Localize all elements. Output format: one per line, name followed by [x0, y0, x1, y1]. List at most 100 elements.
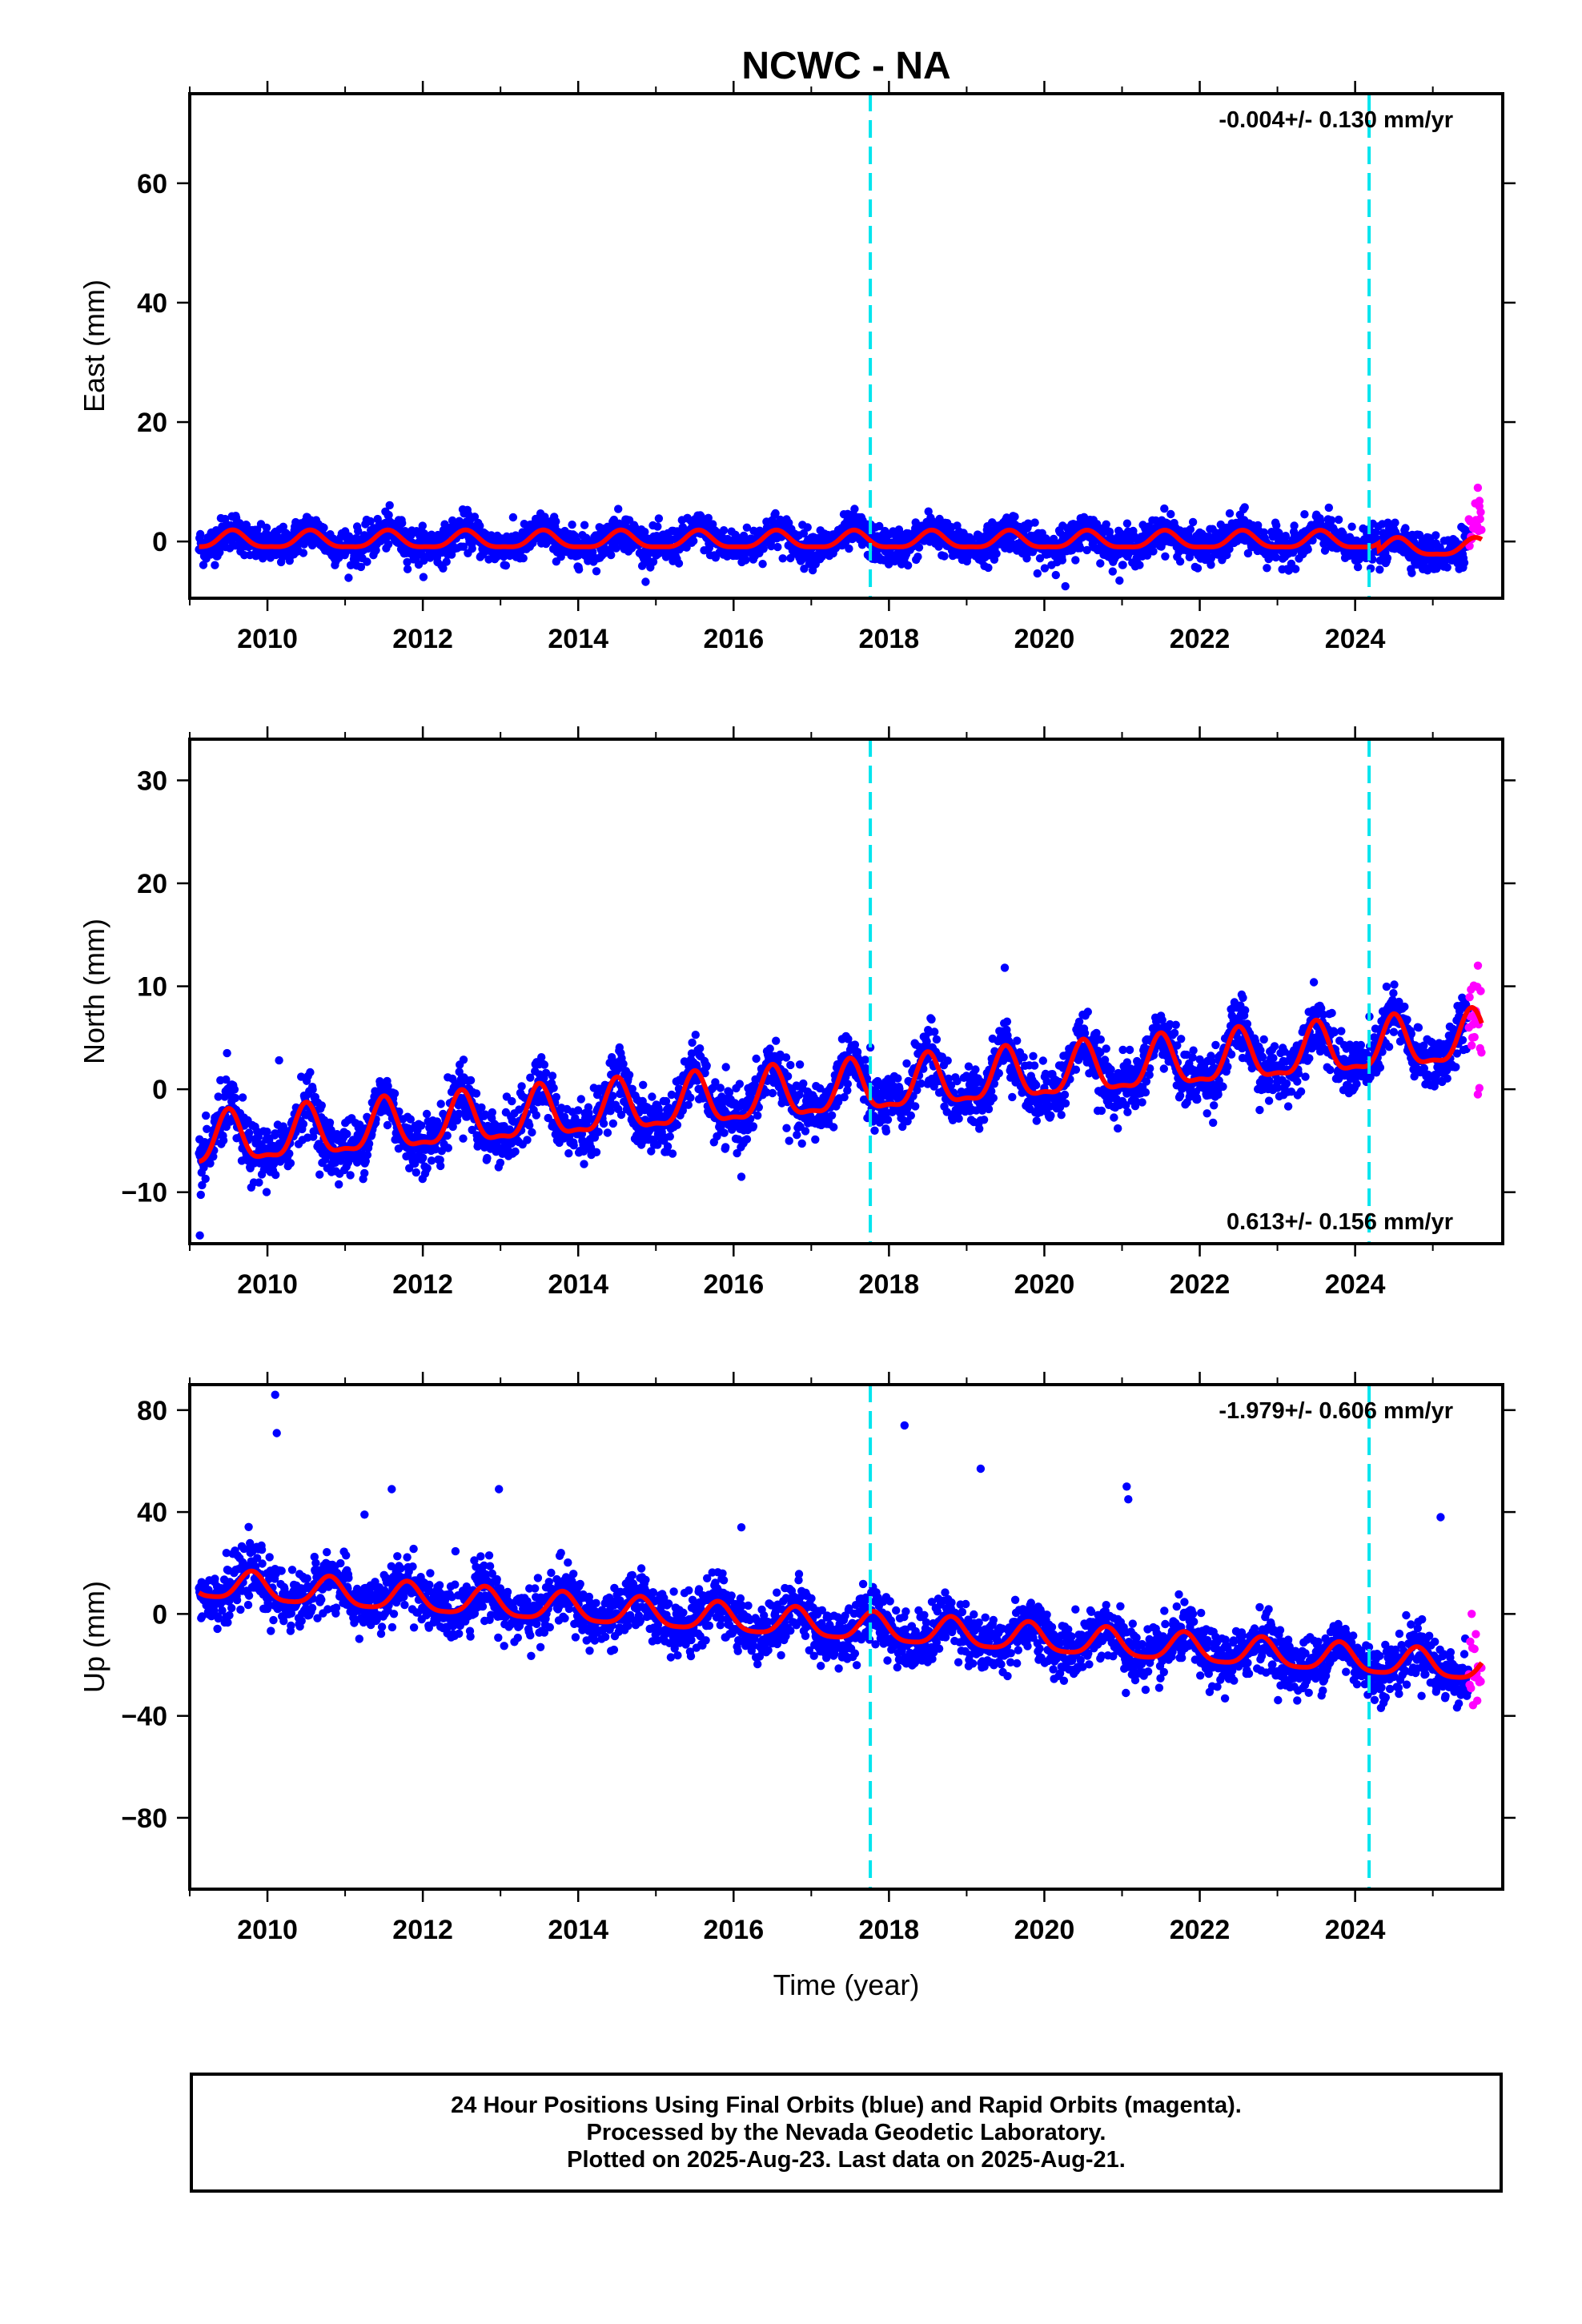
final-orbit-point: [758, 560, 767, 569]
final-orbit-point: [752, 1054, 761, 1063]
final-orbit-point: [684, 1100, 693, 1109]
final-orbit-point: [1284, 566, 1293, 575]
final-orbit-point: [808, 565, 817, 575]
final-orbit-point: [211, 561, 219, 569]
x-tick-label: 2012: [392, 624, 453, 654]
final-orbit-point: [689, 537, 698, 545]
final-orbit-point: [1118, 561, 1127, 569]
final-orbit-point: [1308, 536, 1317, 545]
final-orbit-point: [1035, 554, 1045, 563]
final-orbit-point: [230, 1085, 239, 1094]
final-orbit-point: [719, 526, 729, 535]
final-orbit-point: [653, 522, 662, 531]
final-orbit-point: [1149, 547, 1158, 556]
final-orbit-point: [594, 1128, 603, 1136]
final-orbit-point: [501, 561, 511, 570]
final-orbit-point: [739, 531, 749, 541]
velocity-annotation: -0.004+/- 0.130 mm/yr: [1219, 107, 1453, 133]
final-orbit-point: [641, 577, 650, 586]
model-fit-line: [199, 527, 1484, 557]
final-orbit-point: [231, 1093, 240, 1103]
final-orbit-point: [793, 1131, 801, 1140]
final-orbit-point: [741, 556, 750, 565]
final-orbit-point: [385, 501, 394, 510]
final-orbit-point: [721, 1063, 730, 1072]
final-orbit-point: [198, 1180, 207, 1190]
final-orbit-point: [540, 1060, 549, 1069]
final-orbit-point: [1102, 520, 1110, 529]
final-orbit-point: [442, 557, 451, 566]
final-orbit-point: [663, 1142, 673, 1151]
final-orbit-point: [1207, 561, 1215, 569]
final-orbit-point: [343, 1129, 351, 1139]
final-orbit-point: [1122, 519, 1132, 528]
final-orbit-point: [850, 1040, 860, 1049]
final-orbit-point: [893, 1074, 902, 1083]
final-orbit-point: [691, 1031, 700, 1039]
final-orbit-point: [580, 521, 589, 529]
final-orbit-point: [608, 1119, 617, 1128]
final-orbit-point: [238, 1093, 247, 1102]
x-tick-label: 2010: [237, 624, 298, 654]
final-orbit-point: [459, 1134, 468, 1143]
x-tick-label: 2024: [1325, 624, 1386, 654]
final-orbit-point: [1071, 556, 1080, 565]
final-orbit-point: [975, 1124, 984, 1133]
final-orbit-point: [783, 1072, 793, 1081]
final-orbit-point: [771, 509, 780, 518]
final-orbit-point: [1033, 569, 1042, 578]
plot-frame: [188, 92, 1504, 600]
final-orbit-point: [592, 1148, 601, 1157]
final-orbit-point: [203, 1124, 211, 1134]
final-orbit-point: [1407, 569, 1416, 577]
final-orbit-point: [286, 1159, 295, 1168]
final-orbit-point: [496, 1158, 505, 1168]
final-orbit-point: [924, 507, 933, 516]
final-orbit-point: [552, 517, 560, 526]
final-orbit-point: [383, 1120, 392, 1130]
final-orbit-point: [994, 1069, 1004, 1078]
final-orbit-point: [299, 549, 308, 557]
final-orbit-point: [1096, 559, 1105, 568]
y-tick-label: 40: [137, 288, 167, 319]
final-orbit-point: [785, 1136, 793, 1145]
y-tick-label: 60: [137, 169, 167, 199]
final-orbit-point: [624, 1071, 634, 1080]
final-orbit-point: [768, 1088, 777, 1098]
final-orbit-point: [1460, 558, 1469, 567]
final-orbit-point: [436, 1100, 445, 1108]
final-orbit-point: [1324, 503, 1334, 513]
final-orbit-point: [523, 1136, 532, 1144]
final-orbit-point: [436, 1161, 445, 1171]
final-orbit-point: [772, 1036, 781, 1045]
final-orbit-point: [1327, 516, 1336, 525]
final-orbit-point: [548, 1072, 557, 1080]
final-orbit-point: [674, 559, 684, 568]
final-orbit-point: [1263, 564, 1271, 573]
final-orbit-point: [1401, 524, 1410, 533]
final-orbit-point: [930, 1027, 939, 1036]
final-orbit-point: [989, 1093, 998, 1103]
final-orbit-point: [1175, 557, 1185, 566]
final-orbit-point: [444, 1144, 452, 1152]
final-orbit-point: [306, 1068, 315, 1077]
final-orbit-point: [1353, 562, 1363, 572]
final-orbit-point: [984, 563, 993, 573]
x-tick-label: 2020: [1014, 624, 1075, 654]
final-orbit-point: [971, 1065, 980, 1074]
final-orbit-point: [665, 1132, 674, 1141]
final-orbit-point: [244, 1128, 254, 1137]
final-orbit-point: [1188, 517, 1198, 527]
final-orbit-point: [1010, 513, 1019, 521]
final-orbit-point: [335, 1180, 343, 1189]
final-orbit-point: [1391, 518, 1399, 527]
final-orbit-point: [564, 1149, 573, 1158]
final-orbit-point: [279, 522, 287, 531]
final-orbit-point: [199, 561, 208, 569]
final-orbit-point: [528, 1128, 536, 1137]
final-orbit-point: [612, 544, 620, 553]
final-orbit-point: [1272, 521, 1281, 530]
final-orbit-point: [639, 1080, 648, 1090]
final-orbit-point: [829, 1123, 838, 1132]
